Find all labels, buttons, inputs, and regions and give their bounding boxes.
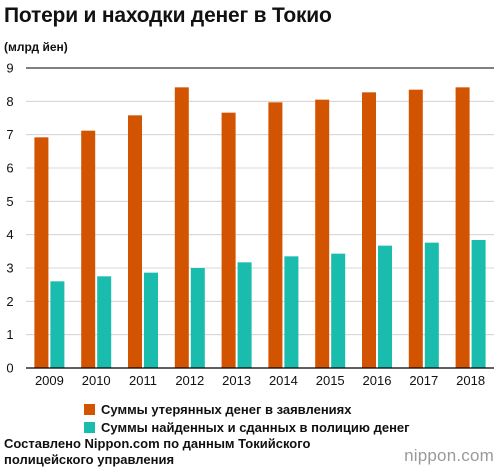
x-tick-label: 2009 (35, 373, 64, 388)
bar-lost (362, 92, 376, 368)
legend: Суммы утерянных денег в заявлениях Суммы… (84, 400, 410, 436)
legend-label-found: Суммы найденных и сданных в полицию дене… (101, 419, 410, 435)
unit-label: (млрд йен) (4, 40, 68, 54)
bar-chart: 0 1 2 3 4 5 6 7 8 9 2009 2010 2011 2012 2013 2014 2015 20… (6, 61, 494, 388)
bar-found (50, 281, 65, 368)
bar-found (378, 245, 392, 368)
y-tick-label: 4 (6, 227, 13, 242)
legend-swatch-found (84, 421, 95, 433)
brand-logo: nippon.com (404, 446, 494, 465)
bar-found (237, 262, 252, 368)
source-note: Составлено Nippon.com по данным Токийско… (4, 436, 311, 467)
y-tick-label: 3 (6, 261, 13, 276)
y-tick-label: 1 (6, 327, 13, 342)
y-tick-label: 5 (6, 194, 13, 209)
x-tick-label: 2018 (456, 373, 485, 388)
bar-lost (221, 112, 236, 369)
bar-found (331, 253, 346, 368)
x-tick-label: 2011 (129, 373, 157, 388)
x-tick-label: 2016 (363, 373, 392, 388)
legend-label-lost: Суммы утерянных денег в заявлениях (101, 401, 352, 417)
bar-found (471, 240, 486, 368)
y-tick-label: 7 (6, 127, 13, 142)
bar-lost (34, 137, 49, 368)
legend-item-lost: Суммы утерянных денег в заявлениях (84, 400, 410, 418)
y-tick-label: 9 (6, 61, 13, 76)
x-tick-label: 2014 (269, 373, 298, 388)
x-tick-label: 2013 (222, 373, 251, 388)
bar-found (97, 276, 112, 368)
chart-title: Потери и находки денег в Токио (4, 4, 332, 27)
y-tick-label: 8 (6, 94, 13, 109)
legend-swatch-lost (84, 403, 95, 415)
bar-lost (128, 115, 142, 368)
x-tick-label: 2017 (409, 373, 438, 388)
x-tick-label: 2010 (82, 373, 111, 388)
x-tick-label: 2015 (316, 373, 345, 388)
bar-lost (174, 87, 189, 368)
bar-found (190, 268, 205, 368)
bar-lost (81, 130, 96, 368)
bar-lost (315, 99, 330, 369)
bar-found (284, 256, 299, 368)
bar-found (424, 242, 439, 368)
y-tick-label: 2 (6, 294, 13, 309)
bar-found (144, 272, 158, 368)
bar-lost (408, 89, 423, 369)
y-tick-label: 6 (6, 161, 13, 176)
bar-lost (455, 87, 470, 368)
bar-lost (268, 102, 283, 368)
y-tick-label: 0 (6, 361, 13, 376)
legend-item-found: Суммы найденных и сданных в полицию дене… (84, 418, 410, 436)
x-tick-label: 2012 (175, 373, 204, 388)
